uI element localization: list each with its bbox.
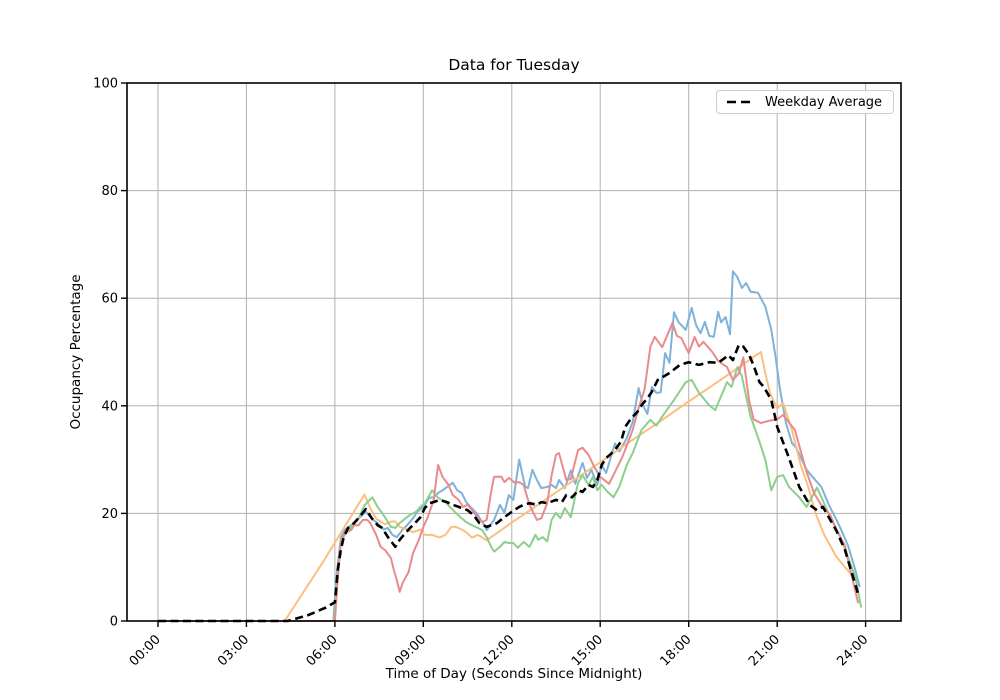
series-line-2-orange — [158, 351, 854, 622]
legend-dash-icon — [727, 100, 755, 104]
series-line-4-red — [158, 321, 860, 622]
y-tick-label: 0 — [110, 615, 118, 630]
x-tick-label: 15:00 — [569, 632, 606, 669]
axes-box — [126, 82, 902, 622]
x-tick-label: 21:00 — [746, 632, 783, 669]
x-tick-label: 03:00 — [215, 632, 252, 669]
x-tick-label: 06:00 — [304, 632, 341, 669]
y-tick-label: 100 — [93, 77, 118, 92]
chart-title: Data for Tuesday — [448, 56, 580, 74]
y-axis-label: Occupancy Percentage — [68, 274, 84, 430]
x-tick-label: 00:00 — [127, 632, 164, 669]
y-tick-label: 20 — [101, 507, 118, 522]
y-tick-label: 40 — [101, 399, 118, 414]
x-axis-label: Time of Day (Seconds Since Midnight) — [385, 666, 643, 682]
series-line-1-blue — [158, 270, 861, 622]
legend: Weekday Average — [716, 90, 894, 114]
series-line-3-green — [158, 366, 863, 622]
legend-label: Weekday Average — [765, 94, 883, 110]
y-tick-label: 60 — [101, 292, 118, 307]
y-tick-label: 80 — [101, 184, 118, 199]
series-weekday-average — [158, 343, 860, 623]
x-tick-label: 12:00 — [481, 632, 518, 669]
x-tick-label: 18:00 — [657, 632, 694, 669]
x-tick-label: 24:00 — [834, 632, 871, 669]
x-tick-label: 09:00 — [392, 632, 429, 669]
